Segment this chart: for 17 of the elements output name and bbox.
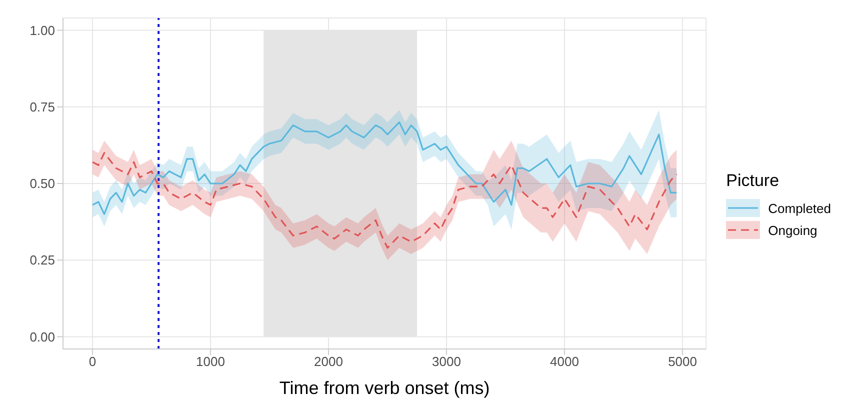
line-series xyxy=(92,121,678,215)
x-tick-label: 3000 xyxy=(432,354,461,370)
line-series xyxy=(92,152,678,249)
legend-title: Picture xyxy=(726,171,780,191)
legend-label: Completed xyxy=(767,200,831,218)
x-tick-label: 2000 xyxy=(314,354,343,370)
y-tick-label: 1.00 xyxy=(30,22,55,38)
x-axis-title: Time from verb onset (ms) xyxy=(279,378,490,398)
legend-label: Ongoing xyxy=(767,222,818,240)
y-tick-label: 0.25 xyxy=(30,252,55,268)
y-tick-label: 0.00 xyxy=(30,329,55,344)
x-tick-label: 1000 xyxy=(196,354,225,370)
y-tick-label: 0.50 xyxy=(30,176,55,192)
y-tick-label: 0.75 xyxy=(30,99,55,114)
x-tick-label: 4000 xyxy=(550,354,579,370)
x-tick-label: 5000 xyxy=(668,354,697,370)
x-tick-label: 0 xyxy=(88,354,96,370)
